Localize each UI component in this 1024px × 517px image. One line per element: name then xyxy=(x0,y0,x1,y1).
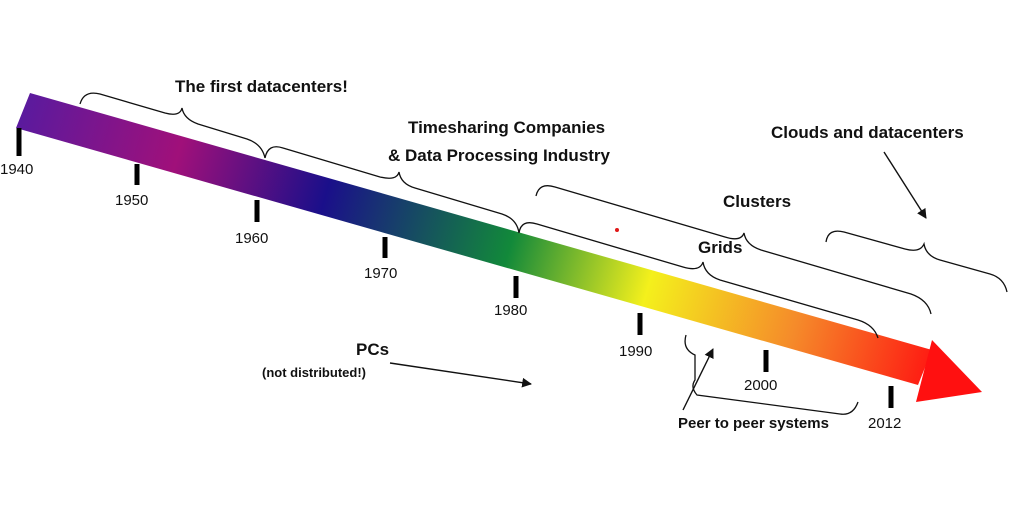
year-label-1990: 1990 xyxy=(619,343,652,360)
label-timesharing-2: & Data Processing Industry xyxy=(388,146,611,165)
label-clusters: Clusters xyxy=(723,192,791,211)
year-label-1940: 1940 xyxy=(0,161,33,178)
label-pcs: PCs xyxy=(356,340,389,359)
year-ticks xyxy=(16,128,894,408)
label-grids: Grids xyxy=(698,238,742,257)
brace-grids xyxy=(518,222,879,339)
label-clouds: Clouds and datacenters xyxy=(771,123,964,142)
year-label-1950: 1950 xyxy=(115,192,148,209)
brace-p2p xyxy=(684,334,859,415)
label-p2p: Peer to peer systems xyxy=(678,415,829,432)
brace-first-datacenters xyxy=(79,92,266,159)
label-pcs-note: (not distributed!) xyxy=(262,365,366,380)
year-label-1960: 1960 xyxy=(235,230,268,247)
year-label-1970: 1970 xyxy=(364,265,397,282)
timeline-arrow-head xyxy=(916,340,982,402)
marker-dot xyxy=(615,228,619,232)
brace-timesharing xyxy=(264,146,520,234)
timeline-bar xyxy=(16,93,932,385)
arrow-p2p xyxy=(682,348,714,411)
arrow-clouds xyxy=(883,151,927,219)
year-label-2012: 2012 xyxy=(868,415,901,432)
label-timesharing-1: Timesharing Companies xyxy=(408,118,605,137)
brace-clouds xyxy=(825,230,1008,293)
brace-clusters xyxy=(535,185,932,315)
year-label-1980: 1980 xyxy=(494,302,527,319)
label-first-datacenters: The first datacenters! xyxy=(175,77,348,96)
arrow-pcs xyxy=(389,362,532,388)
year-label-2000: 2000 xyxy=(744,377,777,394)
